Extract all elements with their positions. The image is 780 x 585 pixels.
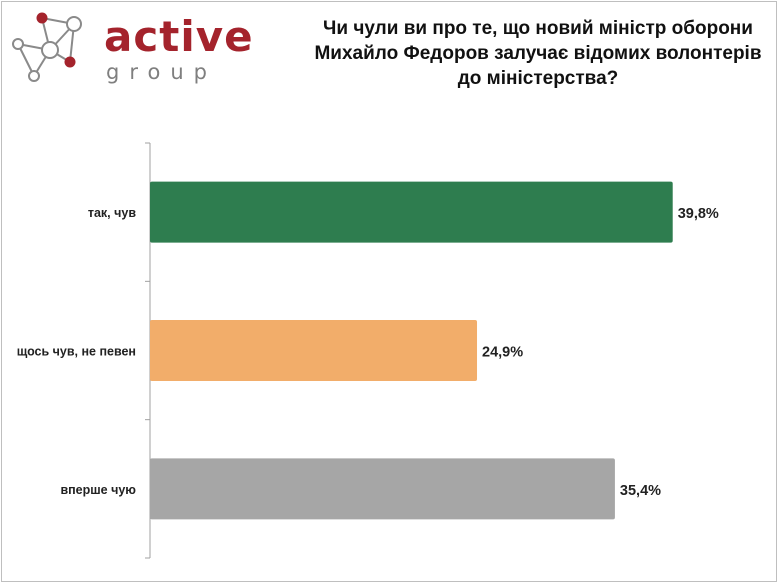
bar-1 bbox=[150, 181, 673, 243]
logo-sub-text: group bbox=[106, 60, 217, 84]
category-label: щось чув, не певен bbox=[17, 345, 136, 359]
data-label: 24,9% bbox=[482, 345, 523, 361]
bar-3 bbox=[150, 458, 615, 520]
title-line-2: Михайло Федоров залучає відомих волонтер… bbox=[314, 43, 762, 64]
logo-brand-text: active bbox=[104, 12, 254, 61]
bar-2 bbox=[150, 320, 478, 381]
title-line-1: Чи чули ви про те, що новий міністр обор… bbox=[323, 18, 753, 39]
network-logo-icon bbox=[12, 12, 82, 82]
data-label: 39,8% bbox=[678, 206, 719, 222]
title-line-3: до міністерства? bbox=[457, 68, 619, 89]
chart-title: Чи чули ви про те, що новий міністр обор… bbox=[300, 16, 776, 91]
category-label: так, чув bbox=[88, 206, 136, 220]
data-label: 35,4% bbox=[620, 483, 661, 499]
category-label: вперше чую bbox=[60, 483, 136, 497]
active-group-logo: active group bbox=[8, 10, 253, 86]
